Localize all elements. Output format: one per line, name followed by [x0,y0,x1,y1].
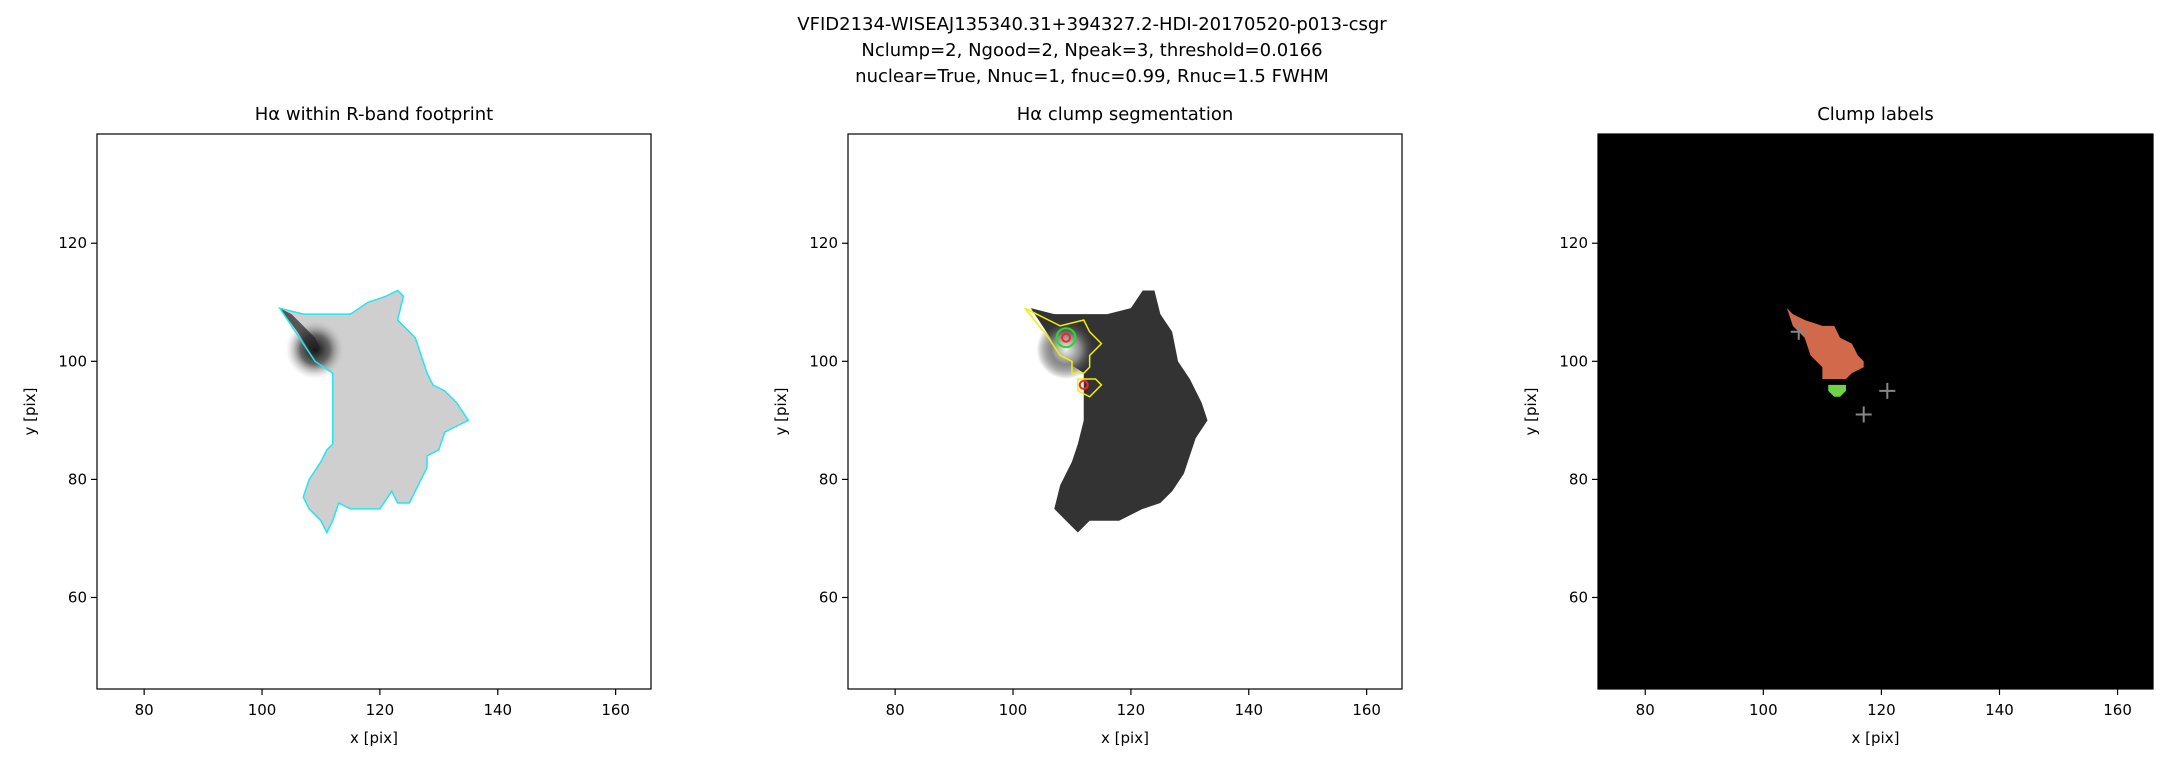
suptitle: VFID2134-WISEAJ135340.31+394327.2-HDI-20… [797,14,1387,35]
x-tick-label: 140 [1234,701,1263,719]
peak-marker [1855,406,1872,423]
x-tick-label: 140 [1985,701,2014,719]
y-tick-label: 80 [1569,470,1588,488]
clump-contour [1025,308,1102,373]
peak-marker [1061,332,1072,343]
x-tick-label: 100 [999,701,1028,719]
x-tick-label: 80 [1636,701,1655,719]
y-tick-label: 100 [809,352,838,370]
x-tick-label: 160 [2103,701,2132,719]
y-tick-label: 120 [58,234,87,252]
x-tick-label: 120 [1117,701,1146,719]
y-tick-label: 80 [68,470,87,488]
x-tick-label: 100 [1749,701,1778,719]
panel-title: Hα within R-band footprint [255,104,493,125]
axes-frame [847,133,1403,690]
x-tick-label: 160 [1352,701,1381,719]
x-tick-label: 80 [886,701,905,719]
bright-region [1036,319,1096,380]
suptitle: Nclump=2, Ngood=2, Npeak=3, threshold=0.… [861,40,1322,61]
axes-frame [96,133,652,690]
footprint-contour [280,290,469,532]
x-axis-label: x [pix] [1852,729,1900,747]
axes-background [1598,134,2153,689]
y-axis-label: y [pix] [1522,388,1540,436]
x-tick-label: 100 [248,701,277,719]
y-tick-label: 120 [1559,234,1588,252]
dark-ridge [279,308,321,350]
x-tick-label: 120 [1867,701,1896,719]
panel-title: Clump labels [1817,104,1934,125]
x-tick-label: 160 [601,701,630,719]
x-tick-label: 140 [483,701,512,719]
clump-label-2 [1828,384,1846,397]
image-layer [1786,308,1864,397]
x-tick-label: 120 [366,701,395,719]
image-layer [1025,290,1208,533]
y-tick-label: 100 [58,352,87,370]
x-tick-label: 80 [135,701,154,719]
y-tick-label: 80 [819,470,838,488]
image-layer [280,290,469,532]
panel-title: Hα clump segmentation [1017,104,1234,125]
suptitle: nuclear=True, Nnuc=1, fnuc=0.99, Rnuc=1.… [855,66,1329,87]
y-tick-label: 60 [1569,588,1588,606]
peak-marker [1790,323,1807,340]
peak-marker [1078,379,1089,390]
peak-marker [1879,382,1896,399]
y-tick-label: 60 [819,588,838,606]
nucleus-aperture [1057,328,1076,347]
y-axis-label: y [pix] [772,388,790,436]
y-tick-label: 120 [809,234,838,252]
y-axis-label: y [pix] [21,388,39,436]
x-axis-label: x [pix] [350,729,398,747]
y-tick-label: 60 [68,588,87,606]
axes-frame [1597,133,2154,690]
clump-contour [1078,379,1102,397]
y-tick-label: 100 [1559,352,1588,370]
clump-label-1 [1786,308,1864,380]
x-axis-label: x [pix] [1101,729,1149,747]
